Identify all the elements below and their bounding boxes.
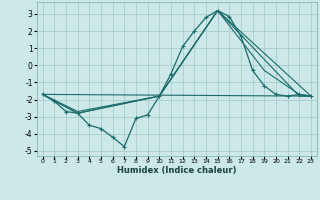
X-axis label: Humidex (Indice chaleur): Humidex (Indice chaleur) [117,166,236,175]
